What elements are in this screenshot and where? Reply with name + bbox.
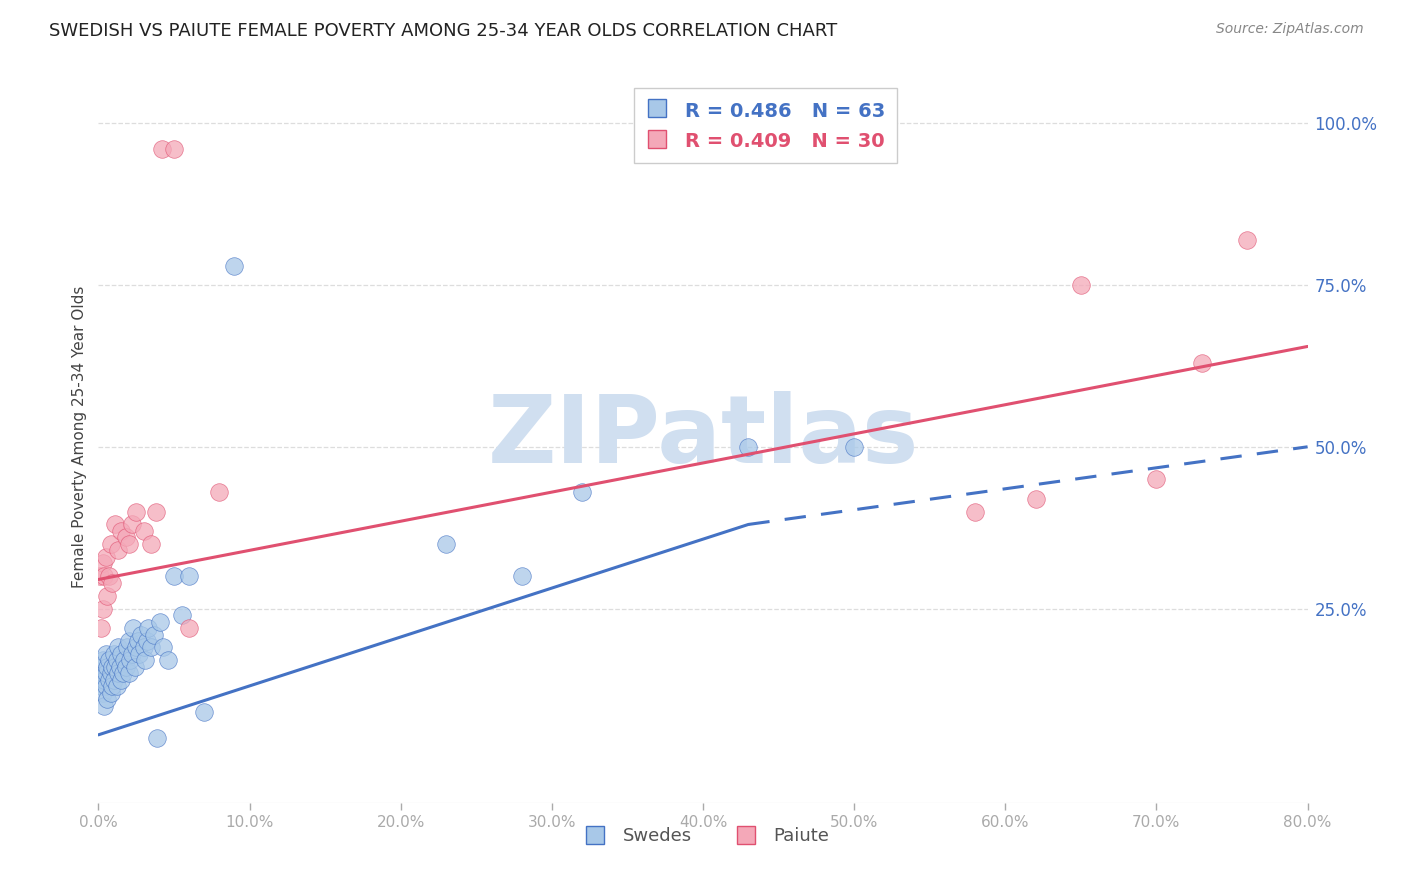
- Point: [124, 660, 146, 674]
- Point: [129, 627, 152, 641]
- Point: [179, 569, 201, 583]
- Point: [93, 569, 115, 583]
- Point: [149, 615, 172, 629]
- Point: [115, 640, 138, 655]
- Point: [91, 557, 114, 571]
- Point: [103, 647, 125, 661]
- Point: [96, 660, 118, 674]
- Point: [101, 660, 124, 674]
- Point: [105, 679, 128, 693]
- Point: [107, 640, 129, 655]
- Point: [91, 653, 114, 667]
- Point: [114, 530, 136, 544]
- Point: [107, 666, 129, 681]
- Point: [127, 634, 149, 648]
- Point: [844, 440, 866, 454]
- Point: [156, 653, 179, 667]
- Point: [170, 608, 193, 623]
- Point: [93, 698, 115, 713]
- Point: [94, 647, 117, 661]
- Point: [108, 660, 131, 674]
- Text: ZIPatlas: ZIPatlas: [488, 391, 918, 483]
- Point: [112, 653, 135, 667]
- Point: [208, 485, 231, 500]
- Point: [132, 524, 155, 538]
- Point: [101, 575, 124, 590]
- Point: [111, 666, 134, 681]
- Point: [118, 537, 141, 551]
- Point: [107, 543, 129, 558]
- Point: [135, 634, 157, 648]
- Point: [1024, 491, 1046, 506]
- Point: [96, 589, 118, 603]
- Point: [90, 621, 112, 635]
- Point: [141, 537, 163, 551]
- Point: [98, 569, 121, 583]
- Point: [145, 504, 167, 518]
- Point: [96, 692, 118, 706]
- Point: [1144, 472, 1167, 486]
- Point: [100, 537, 122, 551]
- Text: SWEDISH VS PAIUTE FEMALE POVERTY AMONG 25-34 YEAR OLDS CORRELATION CHART: SWEDISH VS PAIUTE FEMALE POVERTY AMONG 2…: [49, 22, 838, 40]
- Point: [91, 686, 114, 700]
- Point: [143, 627, 166, 641]
- Point: [193, 705, 215, 719]
- Point: [1236, 233, 1258, 247]
- Point: [121, 647, 143, 661]
- Point: [118, 634, 141, 648]
- Point: [120, 653, 142, 667]
- Point: [737, 440, 759, 454]
- Point: [101, 679, 124, 693]
- Point: [93, 673, 115, 687]
- Point: [146, 731, 169, 745]
- Point: [122, 621, 145, 635]
- Point: [114, 660, 136, 674]
- Point: [510, 569, 533, 583]
- Point: [91, 601, 114, 615]
- Point: [100, 666, 122, 681]
- Point: [132, 640, 155, 655]
- Point: [105, 653, 128, 667]
- Point: [163, 569, 186, 583]
- Point: [125, 640, 148, 655]
- Point: [94, 679, 117, 693]
- Point: [110, 524, 132, 538]
- Point: [224, 259, 246, 273]
- Point: [965, 504, 987, 518]
- Point: [118, 666, 141, 681]
- Point: [89, 569, 111, 583]
- Point: [110, 673, 132, 687]
- Point: [121, 517, 143, 532]
- Point: [163, 142, 186, 156]
- Y-axis label: Female Poverty Among 25-34 Year Olds: Female Poverty Among 25-34 Year Olds: [72, 286, 87, 588]
- Point: [90, 679, 112, 693]
- Point: [94, 666, 117, 681]
- Point: [134, 653, 156, 667]
- Point: [1070, 277, 1092, 292]
- Point: [89, 673, 111, 687]
- Point: [141, 640, 163, 655]
- Point: [104, 517, 127, 532]
- Point: [100, 686, 122, 700]
- Point: [91, 666, 114, 681]
- Point: [98, 673, 121, 687]
- Point: [125, 504, 148, 518]
- Text: Source: ZipAtlas.com: Source: ZipAtlas.com: [1216, 22, 1364, 37]
- Point: [150, 142, 173, 156]
- Point: [571, 485, 593, 500]
- Point: [110, 647, 132, 661]
- Point: [1191, 356, 1213, 370]
- Point: [90, 660, 112, 674]
- Point: [98, 653, 121, 667]
- Point: [152, 640, 174, 655]
- Point: [434, 537, 457, 551]
- Point: [128, 647, 150, 661]
- Point: [179, 621, 201, 635]
- Point: [94, 549, 117, 564]
- Point: [104, 660, 127, 674]
- Point: [136, 621, 159, 635]
- Legend: Swedes, Paiute: Swedes, Paiute: [569, 820, 837, 852]
- Point: [103, 673, 125, 687]
